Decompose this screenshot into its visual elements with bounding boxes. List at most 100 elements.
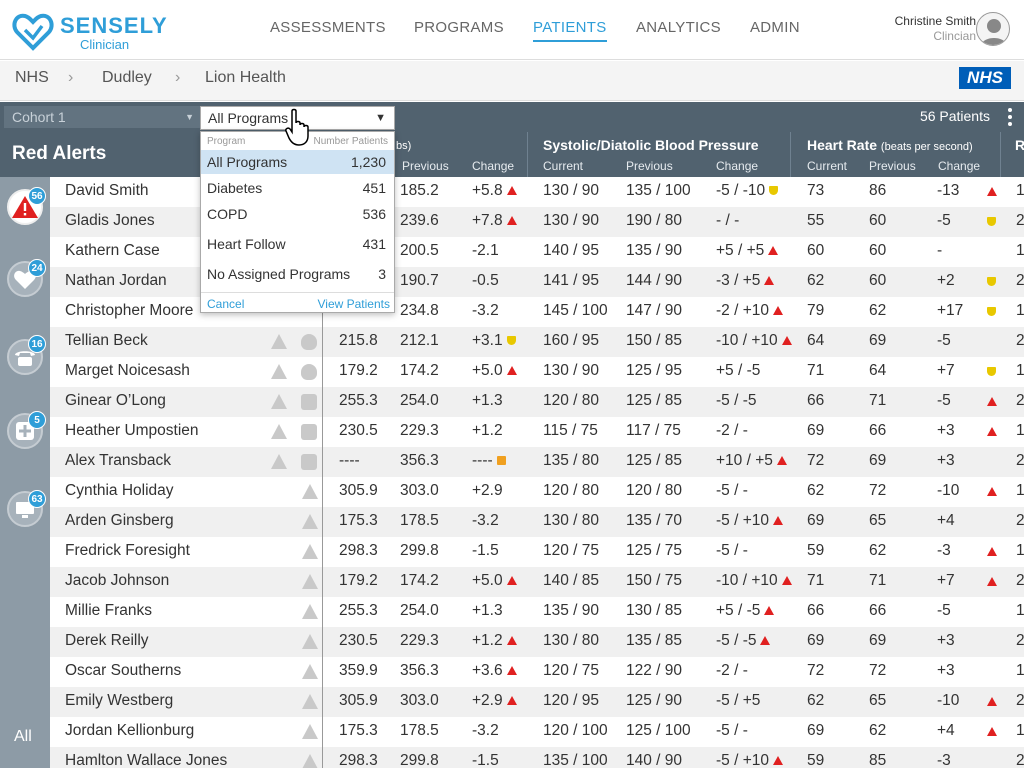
table-row[interactable]: Derek Reilly 230.5 229.3 +1.2 130 / 80 135 / … (50, 627, 1024, 657)
table-row[interactable]: Oscar Southerns 359.9 356.3 +3.6 120 / 75 122… (50, 657, 1024, 687)
nav-programs[interactable]: PROGRAMS (414, 19, 504, 36)
cell-name[interactable]: Emily Westberg (65, 692, 173, 710)
cell-name[interactable]: Millie Franks (65, 602, 152, 620)
view-patients-button[interactable]: View Patients (317, 297, 391, 311)
cell-name[interactable]: Nathan Jordan (65, 272, 167, 290)
table-row[interactable]: Alex Transback ---- 356.3 ---- 135 / 80 125 /… (50, 447, 1024, 477)
table-row[interactable]: Tellian Beck 215.8 212.1 +3.1 160 / 95 150 / … (50, 327, 1024, 357)
table-row[interactable]: Kathern Case 200.5 -2.1 140 / 95 135 / 90 +5 … (50, 237, 1024, 267)
cell-name[interactable]: Alex Transback (65, 452, 171, 470)
cell-value: 130 / 90 (543, 212, 600, 229)
cell-value: 200.5 (400, 242, 439, 259)
table-row[interactable]: Nathan Jordan 190.7 -0.5 141 / 95 144 / 90 -3… (50, 267, 1024, 297)
sensely-logo[interactable]: SENSELY Clinician (12, 10, 172, 52)
sidebar-item-medical[interactable] (7, 413, 43, 449)
table-row[interactable]: David Smith 185.2 +5.8 130 / 90 135 / 100 -5 … (50, 177, 1024, 207)
cell-name[interactable]: Fredrick Foresight (65, 542, 190, 560)
bp-change-header[interactable]: Change (716, 159, 759, 173)
cell-hr-prev: 66 (869, 602, 886, 620)
cell-w-chg: +3.6 (472, 662, 517, 680)
cell-bp-cur: 141 / 95 (543, 272, 599, 290)
cell-name[interactable]: Cynthia Holiday (65, 482, 174, 500)
cell-hr-chg: +3 (937, 452, 955, 470)
warning-icon (302, 604, 318, 619)
nav-patients[interactable]: PATIENTS (533, 19, 607, 42)
cohort-select[interactable]: Cohort 1 ▼ (4, 106, 200, 128)
breadcrumb-nhs[interactable]: NHS (15, 69, 49, 86)
cell-name[interactable]: Tellian Beck (65, 332, 148, 350)
breadcrumb-dudley[interactable]: Dudley (102, 69, 152, 86)
shield-icon (769, 186, 779, 195)
cell-name[interactable]: Arden Ginsberg (65, 512, 174, 530)
cell-hr-prev: 72 (869, 482, 886, 500)
nav-analytics[interactable]: ANALYTICS (636, 19, 721, 36)
hr-current-header[interactable]: Current (807, 159, 848, 173)
bp-group-header: Systolic/Diatolic Blood Pressure (543, 137, 759, 153)
bp-current-header[interactable]: Current (543, 159, 584, 173)
more-options-icon[interactable] (1008, 108, 1012, 126)
cell-name[interactable]: Heather Umpostien (65, 422, 199, 440)
cell-value: 254.0 (400, 602, 439, 619)
cell-name[interactable]: Oscar Southerns (65, 662, 181, 680)
dropdown-option-all[interactable]: All Programs 1,230 (201, 150, 394, 174)
table-row[interactable]: Ginear O’Long 255.3 254.0 +1.3 120 / 80 125 /… (50, 387, 1024, 417)
cell-bp-chg: - / - (716, 212, 739, 230)
cell-w-chg: -0.5 (472, 272, 499, 290)
table-row[interactable]: Jacob Johnson 179.2 174.2 +5.0 140 / 85 150 /… (50, 567, 1024, 597)
option-label: All Programs (207, 154, 288, 170)
cell-value: 69 (807, 512, 825, 529)
table-row[interactable]: Arden Ginsberg 175.3 178.5 -3.2 130 / 80 135 … (50, 507, 1024, 537)
cell-name[interactable]: Jacob Johnson (65, 572, 169, 590)
user-avatar-icon (980, 19, 1008, 45)
table-row[interactable]: Heather Umpostien 230.5 229.3 +1.2 115 / 75 1… (50, 417, 1024, 447)
avatar[interactable] (976, 12, 1010, 46)
sidebar-all[interactable]: All (14, 728, 32, 745)
cell-name[interactable]: Ginear O’Long (65, 392, 166, 410)
table-row[interactable]: Hamlton Wallace Jones 298.3 299.8 -1.5 135 /… (50, 747, 1024, 768)
hr-previous-header[interactable]: Previous (869, 159, 916, 173)
cell-w-chg: -2.1 (472, 242, 499, 260)
cell-name[interactable]: Christopher Moore (65, 302, 193, 320)
hr-change-header[interactable]: Change (938, 159, 981, 173)
cell-value: 185.2 (400, 182, 439, 199)
cell-hr-chg: -10 (937, 692, 959, 710)
table-row[interactable]: Millie Franks 255.3 254.0 +1.3 135 / 90 130 /… (50, 597, 1024, 627)
weight-previous-header[interactable]: Previous (402, 159, 449, 173)
nav-admin[interactable]: ADMIN (750, 19, 800, 36)
cell-name[interactable]: Kathern Case (65, 242, 160, 260)
cell-name[interactable]: Marget Noicesash (65, 362, 190, 380)
sidebar-item-alerts[interactable] (7, 189, 43, 225)
cell-w-prev: 229.3 (400, 632, 439, 650)
weight-change-header[interactable]: Change (472, 159, 515, 173)
table-row[interactable]: Gladis Jones 239.6 +7.8 130 / 90 190 / 80 - /… (50, 207, 1024, 237)
cell-name[interactable]: Jordan Kellionburg (65, 722, 194, 740)
cell-name[interactable]: Gladis Jones (65, 212, 155, 230)
breadcrumb-lion-health[interactable]: Lion Health (205, 69, 286, 86)
dropdown-option-copd[interactable]: COPD 536 (201, 202, 394, 226)
dropdown-option-heart-follow[interactable]: Heart Follow 431 (201, 232, 394, 256)
cell-value: 86 (869, 182, 887, 199)
cell-hr-chg: +17 (937, 302, 963, 320)
user-info[interactable]: Christine Smith Clincian (895, 14, 976, 43)
table-row[interactable]: Fredrick Foresight 298.3 299.8 -1.5 120 / 75… (50, 537, 1024, 567)
table-row[interactable]: Christopher Moore 234.8 -3.2 145 / 100 147 /… (50, 297, 1024, 327)
table-row[interactable]: Cynthia Holiday 305.9 303.0 +2.9 120 / 80 120… (50, 477, 1024, 507)
dropdown-option-no-program[interactable]: No Assigned Programs 3 (201, 262, 394, 286)
cell-name[interactable]: David Smith (65, 182, 149, 200)
cell-name[interactable]: Derek Reilly (65, 632, 149, 650)
dropdown-option-diabetes[interactable]: Diabetes 451 (201, 176, 394, 200)
cell-hr-cur: 69 (807, 512, 824, 530)
heart-hand-icon (14, 270, 36, 289)
table-row[interactable]: Jordan Kellionburg 175.3 178.5 -3.2 120 / 10… (50, 717, 1024, 747)
cell-value: Hamlton Wallace Jones (65, 752, 228, 768)
bp-previous-header[interactable]: Previous (626, 159, 673, 173)
nav-assessments[interactable]: ASSESSMENTS (270, 19, 386, 36)
hr-group-unit: (beats per second) (880, 141, 973, 153)
table-row[interactable]: Marget Noicesash 179.2 174.2 +5.0 130 / 90 12… (50, 357, 1024, 387)
cell-value: 150 / 85 (626, 332, 683, 349)
cancel-button[interactable]: Cancel (207, 297, 245, 311)
table-row[interactable]: Emily Westberg 305.9 303.0 +2.9 120 / 95 125 … (50, 687, 1024, 717)
cell-value: 60 (807, 242, 825, 259)
cell-name[interactable]: Hamlton Wallace Jones (65, 752, 227, 768)
alert-triangle-icon (781, 576, 792, 585)
